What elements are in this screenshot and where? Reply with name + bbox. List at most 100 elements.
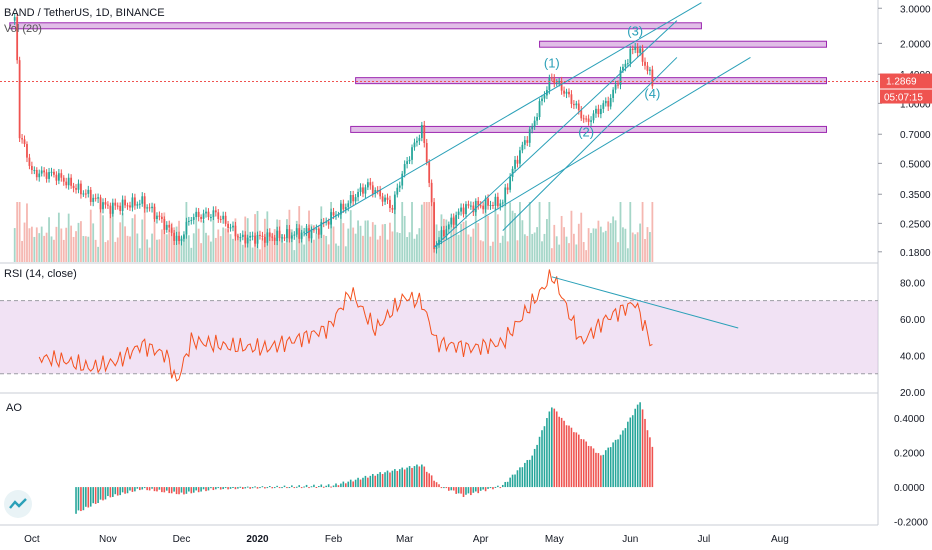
candle-body — [158, 215, 161, 217]
candle-body — [580, 110, 583, 119]
candle-body — [43, 170, 46, 173]
candle-body — [506, 187, 509, 190]
volume-bar — [84, 236, 87, 262]
candle-body — [465, 204, 467, 215]
candle-body — [531, 126, 534, 130]
volume-bar — [646, 227, 649, 262]
ao-bar — [175, 487, 178, 495]
volume-bar — [418, 228, 421, 262]
candle-body — [389, 199, 391, 208]
candle-body — [467, 204, 470, 206]
candle-body — [35, 170, 38, 178]
ao-bar — [533, 448, 536, 488]
volume-bar — [202, 220, 205, 262]
ao-bar — [639, 402, 641, 488]
ao-bar — [313, 484, 315, 488]
candle-body — [347, 203, 350, 208]
candle-body — [65, 181, 68, 186]
ao-bar — [641, 409, 644, 488]
ao-bar — [425, 471, 428, 488]
ao-bar — [416, 464, 418, 488]
volume-bar — [87, 236, 90, 262]
volume-bar — [94, 239, 97, 262]
ao-bar — [239, 486, 242, 488]
volume-bar — [148, 247, 151, 262]
candle-body — [99, 197, 102, 210]
trend-line — [303, 2, 702, 235]
ao-bar — [305, 484, 308, 488]
candle-body — [398, 185, 401, 188]
volume-bar — [160, 229, 163, 262]
trend-lines[interactable] — [0, 2, 878, 248]
volume-bar — [116, 237, 119, 262]
candle-body — [62, 177, 65, 182]
volume-bar — [462, 221, 465, 262]
candle-body — [494, 196, 497, 206]
volume-bar — [420, 204, 423, 262]
candle-body — [60, 173, 63, 178]
candle-body — [254, 235, 256, 244]
pane-separators — [0, 0, 879, 526]
volume-bar — [555, 236, 558, 262]
ao-bar — [335, 483, 337, 488]
volume-bar — [533, 232, 536, 262]
volume-bar — [585, 250, 588, 262]
ao-bar — [136, 487, 139, 489]
volume-bar — [587, 228, 590, 262]
candle-body — [450, 217, 453, 225]
symbol-title[interactable]: BAND / TetherUS, 1D, BINANCE — [4, 7, 165, 19]
ao-bar — [185, 487, 188, 494]
ao-bar — [92, 487, 94, 504]
volume-bar — [452, 216, 455, 262]
ao-bar — [112, 487, 114, 497]
candle-body — [23, 139, 26, 145]
price-tick-label: 0.5000 — [900, 159, 931, 170]
ao-bar — [340, 483, 342, 488]
volume-bar — [472, 228, 475, 262]
candle-body — [344, 207, 347, 210]
volume-bar — [548, 202, 551, 262]
ao-bar — [318, 486, 320, 488]
volume-bar — [335, 243, 337, 262]
candle-body — [425, 143, 428, 163]
ao-bar — [283, 485, 286, 488]
candle-body — [440, 230, 443, 240]
ao-bar — [489, 487, 492, 489]
rsi-title[interactable]: RSI (14, close) — [4, 268, 77, 280]
ao-title[interactable]: AO — [6, 402, 22, 414]
volume-bar — [121, 213, 124, 262]
candle-body — [246, 237, 249, 244]
ao-bar — [580, 439, 583, 488]
volume-bar — [325, 235, 328, 262]
candle-body — [310, 229, 313, 239]
volume-bar — [519, 202, 521, 262]
resistance-zones[interactable] — [9, 22, 827, 133]
ao-bar — [330, 486, 332, 488]
volume-bar — [107, 240, 109, 262]
volume-bar — [303, 244, 306, 262]
ao-bar — [506, 481, 509, 488]
ao-bar — [521, 467, 524, 488]
ao-bar — [536, 444, 538, 488]
volume-bar — [619, 202, 622, 262]
volume-bar — [60, 228, 63, 262]
volume-bar — [249, 238, 252, 262]
volume-bar — [40, 226, 43, 262]
price-tick-label: 3.0000 — [900, 4, 931, 15]
volume-bar — [599, 226, 602, 262]
volume-bar — [232, 238, 234, 262]
ao-bar — [501, 484, 504, 488]
ao-bar — [374, 475, 377, 488]
candle-body — [261, 235, 264, 237]
ao-bar — [367, 477, 369, 488]
candle-body — [133, 197, 136, 206]
candle-body — [416, 140, 418, 143]
candle-body — [45, 172, 48, 179]
ao-bar — [452, 487, 455, 491]
candle-body — [232, 225, 234, 228]
candle-body — [55, 174, 58, 181]
volume-bar — [163, 212, 166, 262]
ao-bar — [286, 487, 288, 489]
ao-bar — [131, 487, 134, 492]
